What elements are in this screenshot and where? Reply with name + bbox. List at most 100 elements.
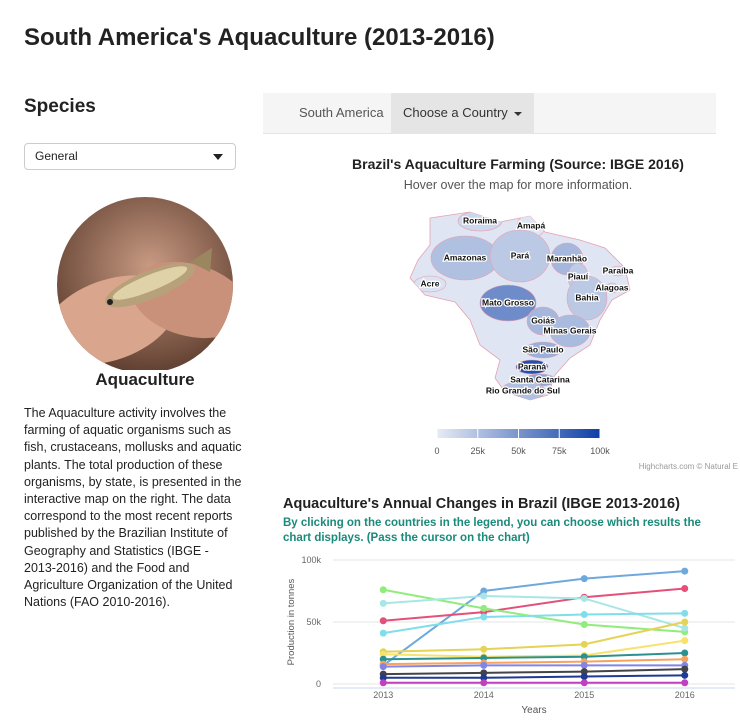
series-line bbox=[383, 612, 685, 635]
series-line bbox=[383, 621, 685, 653]
series-marker bbox=[580, 620, 588, 628]
series-line bbox=[382, 570, 685, 667]
series-marker bbox=[580, 679, 588, 687]
state-label: Paraná bbox=[518, 361, 547, 371]
series-marker bbox=[681, 655, 689, 663]
chart-subtitle: By clicking on the countries in the lege… bbox=[283, 517, 701, 544]
tab-dropdown[interactable]: Choose a Country bbox=[391, 93, 534, 133]
color-tick-label: 50k bbox=[511, 446, 526, 456]
map-state bbox=[605, 282, 619, 294]
x-tick-label: 2014 bbox=[474, 690, 494, 700]
series-line bbox=[383, 674, 685, 679]
series-line bbox=[383, 587, 685, 622]
image-caption: Aquaculture bbox=[95, 370, 195, 389]
series-marker bbox=[681, 671, 689, 679]
series-marker bbox=[480, 654, 488, 662]
state-label: Piauí bbox=[568, 271, 589, 281]
state-label: Maranhão bbox=[547, 253, 587, 263]
credits: Highcharts.com © Natural E bbox=[638, 462, 738, 471]
series-marker bbox=[681, 665, 689, 673]
species-image bbox=[57, 197, 233, 370]
series-marker bbox=[681, 637, 689, 645]
y-tick-label: 100k bbox=[301, 555, 321, 565]
series-marker bbox=[580, 611, 588, 619]
state-label: Amapá bbox=[517, 220, 546, 230]
series-marker bbox=[480, 645, 488, 653]
state-label: Goiás bbox=[531, 315, 555, 325]
series-line bbox=[383, 658, 685, 666]
page-title: South America's Aquaculture (2013-2016) bbox=[24, 24, 495, 51]
series-line bbox=[383, 664, 685, 668]
series-marker bbox=[681, 679, 689, 687]
x-tick-label: 2016 bbox=[675, 690, 695, 700]
series-marker bbox=[681, 624, 689, 632]
series-line bbox=[383, 668, 685, 676]
chart-subtitle: Hover over the map for more information. bbox=[403, 178, 633, 192]
series-marker bbox=[580, 594, 588, 602]
state-label: Amazonas bbox=[444, 252, 487, 262]
map-state bbox=[515, 359, 549, 375]
state-label: Alagoas bbox=[595, 282, 628, 292]
series-marker bbox=[379, 599, 387, 607]
series-line bbox=[383, 652, 685, 661]
map-state bbox=[479, 284, 537, 322]
series-marker bbox=[379, 655, 387, 663]
map-state bbox=[489, 229, 551, 283]
color-tick-label: 75k bbox=[552, 446, 567, 456]
series-marker bbox=[681, 585, 689, 593]
x-tick-label: 2015 bbox=[574, 690, 594, 700]
y-tick-label: 50k bbox=[306, 617, 321, 627]
series-line bbox=[383, 594, 686, 630]
map-state bbox=[566, 275, 608, 321]
x-axis-title: Years bbox=[521, 705, 546, 716]
state-label: Mato Grosso bbox=[482, 297, 534, 307]
tab[interactable]: South America bbox=[299, 105, 384, 120]
series-marker bbox=[379, 674, 387, 682]
series-marker bbox=[379, 663, 387, 671]
chart-title: Aquaculture's Annual Changes in Brazil (… bbox=[283, 496, 680, 512]
series-marker bbox=[480, 674, 488, 682]
series-marker bbox=[580, 661, 588, 669]
series-marker bbox=[681, 649, 689, 657]
series-marker bbox=[681, 618, 689, 626]
y-tick-label: 0 bbox=[316, 679, 321, 689]
state-label: Bahia bbox=[575, 292, 598, 302]
state-label: Roraima bbox=[463, 215, 497, 225]
series-marker bbox=[480, 679, 488, 687]
series-marker bbox=[480, 661, 488, 669]
series-marker bbox=[379, 629, 387, 637]
series-marker bbox=[480, 592, 488, 600]
series-marker bbox=[379, 650, 387, 658]
color-tick-label: 100k bbox=[590, 446, 610, 456]
series-marker bbox=[580, 653, 588, 661]
map-state bbox=[549, 314, 591, 348]
color-tick-label: 0 bbox=[434, 446, 439, 456]
description: The Aquaculture activity involves the fa… bbox=[24, 406, 242, 610]
series-marker bbox=[480, 604, 488, 612]
series-marker bbox=[681, 567, 689, 575]
species-select[interactable]: General bbox=[24, 143, 236, 170]
series-marker bbox=[379, 679, 387, 687]
series-marker bbox=[480, 587, 488, 595]
chart-title: Brazil's Aquaculture Farming (Source: IB… bbox=[352, 156, 684, 172]
y-axis-title: Production in tonnes bbox=[286, 578, 297, 665]
state-label: Santa Catarina bbox=[510, 374, 570, 384]
series-marker bbox=[580, 575, 588, 583]
series-marker bbox=[379, 617, 387, 625]
state-label: Minas Gerais bbox=[544, 325, 597, 335]
state-label: Pará bbox=[511, 250, 530, 260]
state-label: Rio Grande do Sul bbox=[486, 385, 560, 395]
series-marker bbox=[480, 613, 488, 621]
series-marker bbox=[580, 640, 588, 648]
series-line bbox=[383, 639, 685, 658]
series-marker bbox=[580, 668, 588, 676]
map-state bbox=[524, 341, 562, 359]
series-marker bbox=[480, 669, 488, 677]
color-tick-label: 25k bbox=[470, 446, 485, 456]
series-marker bbox=[681, 609, 689, 617]
series-marker bbox=[580, 673, 588, 681]
series-marker bbox=[379, 586, 387, 594]
state-label: Paraíba bbox=[603, 265, 634, 275]
state-label: Acre bbox=[421, 278, 440, 288]
